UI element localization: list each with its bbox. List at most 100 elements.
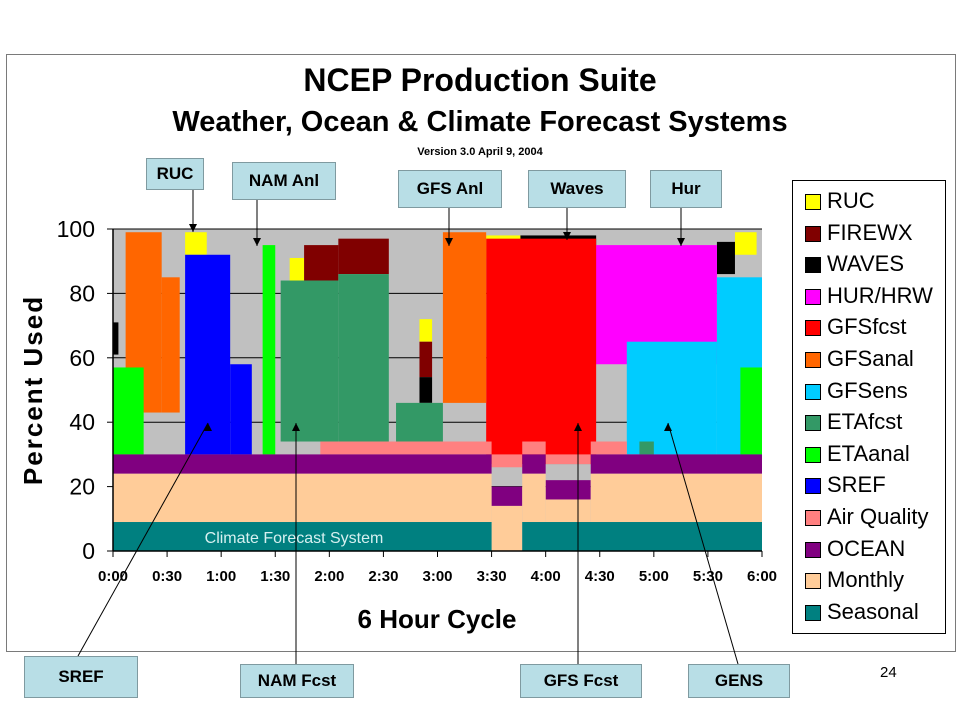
legend-label: OCEAN [827,535,906,561]
x-tick-label: 0:00 [98,568,128,585]
legend-label: Air Quality [827,504,929,529]
leader-arrow-nam-anl [253,238,261,246]
legend-swatch [805,415,821,432]
legend-swatch [805,288,821,305]
leader-arrow-ruc [189,224,197,232]
series-etafcst-block-0 [280,280,339,442]
legend-item: HUR/HRW [805,282,945,310]
legend-swatch [805,352,821,368]
series-waves-block-1 [419,377,433,403]
series-ruc-block-2 [419,319,433,342]
callout-nam-fcst: NAM Fcst [240,664,354,698]
leader-arrow-nam-fcst [292,423,300,431]
series-seasonal-block-1 [522,522,762,551]
slide-title: NCEP Production Suite [303,62,657,98]
legend-item: OCEAN [805,535,945,563]
leader-arrow-sref [204,423,212,431]
series-ruc-block-1 [289,257,305,281]
x-tick-label: 2:00 [314,568,344,585]
series-air-quality-block-1 [491,454,523,468]
legend-label: SREF [827,472,886,498]
y-tick-label: 40 [69,409,95,435]
version-label: Version 3.0 April 9, 2004 [417,146,543,158]
y-tick-label: 20 [69,474,95,500]
series-ocean-block-4 [590,454,762,474]
series-seasonal-block-0 [113,522,492,551]
callout-hur: Hur [650,170,722,208]
legend-label: ETAfcst [827,409,903,435]
series-sref-block-1 [230,364,252,455]
series-etafcst-block-1 [338,274,389,442]
series-air-quality-block-0 [320,441,492,455]
series-etafcst-block-3 [639,441,654,455]
series-air-quality-block-2 [522,441,546,455]
legend-item: FIREWX [805,219,945,247]
legend-label: Monthly [827,567,905,593]
series-firewx-block-1 [338,238,389,275]
x-tick-label: 4:00 [531,568,561,585]
legend-label: GFSanal [827,346,914,371]
x-tick-label: 2:30 [368,568,398,585]
callout-gfs-fcst: GFS Fcst [520,664,642,698]
legend-swatch [805,510,821,526]
y-tick-label: 80 [69,280,95,306]
legend-label: HUR/HRW [827,282,933,308]
series-waves-block-3 [716,241,735,275]
legend-swatch [805,446,821,463]
leader-arrow-gfs-fcst [574,423,582,431]
legend-item: ETAanal [805,440,945,468]
legend-swatch [805,573,821,590]
series-etaanal-block-1 [262,245,276,455]
legend-item: Air Quality [805,503,945,531]
legend-item: ETAfcst [805,408,945,436]
leader-arrow-gens [664,423,672,431]
series-firewx-block-2 [419,341,433,378]
series-air-quality-block-4 [590,441,627,455]
x-tick-label: 0:30 [152,568,182,585]
legend-label: GFSens [827,377,908,403]
legend-item: SREF [805,471,945,499]
callout-waves: Waves [528,170,626,208]
y-tick-label: 100 [57,216,95,242]
series-monthly-block-2 [522,473,546,523]
series-ocean-block-3 [545,480,591,500]
callout-gens: GENS [688,664,790,698]
legend-label: WAVES [827,251,905,277]
series-etafcst-block-2 [396,402,443,442]
legend-item: RUC [805,187,945,215]
x-tick-label: 1:00 [206,568,236,585]
legend-item: WAVES [805,250,945,278]
series-monthly-block-4 [590,473,762,523]
x-tick-label: 5:30 [693,568,723,585]
series-etaanal-block-2 [740,367,762,455]
legend-label: FIREWX [827,219,913,245]
x-tick-label: 6:00 [747,568,777,585]
climate-forecast-system-label: Climate Forecast System [205,530,384,547]
leader-arrow-waves [563,232,571,240]
callout-nam-anl: NAM Anl [232,162,336,200]
legend-label: ETAanal [827,440,910,466]
x-tick-label: 1:30 [260,568,290,585]
series-ocean-block-1 [491,486,523,506]
legend-label: GFSfcst [827,314,907,340]
x-axis-title: 6 Hour Cycle [358,604,517,634]
legend-swatch [805,383,821,400]
legend-swatch [805,225,821,242]
legend-swatch [805,604,821,621]
legend-item: GFSens [805,377,945,405]
callout-sref: SREF [24,656,138,698]
legend-swatch [805,257,821,274]
legend-label: RUC [827,188,875,213]
series-waves-block-0 [113,322,119,355]
series-monthly-block-1 [491,505,523,551]
callout-gfs-anl: GFS Anl [398,170,502,208]
y-tick-label: 0 [82,538,95,564]
series-gfsanal-block-1 [161,277,180,413]
series-ocean-block-2 [522,454,546,474]
series-sref-block-0 [185,254,231,455]
legend-swatch [805,541,821,558]
leader-line-gens [667,422,739,665]
slide-subtitle: Weather, Ocean & Climate Forecast System… [172,106,788,138]
series-monthly-block-0 [113,473,492,523]
